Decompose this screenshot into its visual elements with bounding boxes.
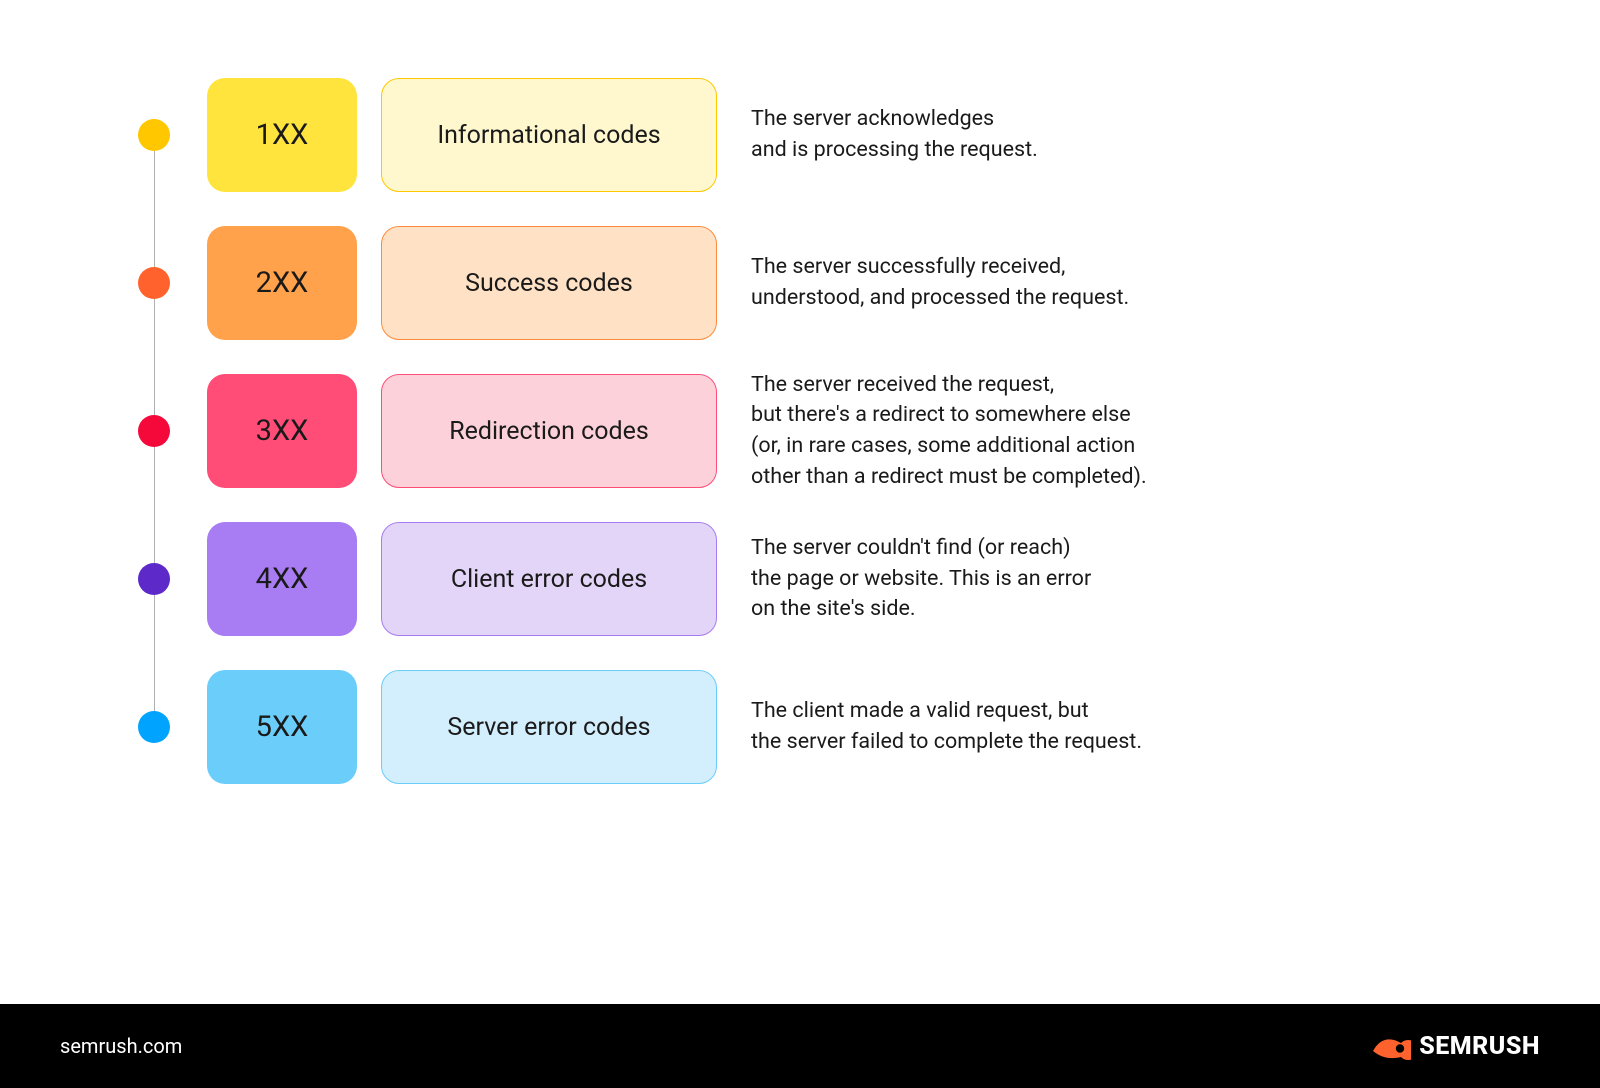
code-box: 1XX bbox=[207, 78, 357, 192]
title-box: Success codes bbox=[381, 226, 717, 340]
rows-container: 1XXInformational codes The server acknowl… bbox=[137, 78, 1463, 818]
title-box: Client error codes bbox=[381, 522, 717, 636]
code-box: 3XX bbox=[207, 374, 357, 488]
timeline-dot bbox=[138, 563, 170, 595]
description-text: The server received the request,but ther… bbox=[751, 370, 1147, 492]
status-row-4xx: 4XXClient error codes The server couldn't… bbox=[137, 522, 1463, 636]
footer-logo: SEMRUSH bbox=[1371, 1031, 1540, 1061]
description-text: The server couldn't find (or reach)the p… bbox=[751, 533, 1091, 625]
status-row-5xx: 5XXServer error codes The client made a v… bbox=[137, 670, 1463, 784]
code-box: 2XX bbox=[207, 226, 357, 340]
footer-bar: semrush.com SEMRUSH bbox=[0, 1004, 1600, 1088]
timeline-dot bbox=[138, 711, 170, 743]
timeline-dot bbox=[138, 267, 170, 299]
code-box: 4XX bbox=[207, 522, 357, 636]
status-row-2xx: 2XXSuccess codes The server successfully … bbox=[137, 226, 1463, 340]
description-text: The client made a valid request, butthe … bbox=[751, 696, 1142, 757]
status-row-3xx: 3XXRedirection codesThe server received … bbox=[137, 374, 1463, 488]
title-box: Informational codes bbox=[381, 78, 717, 192]
timeline-dot bbox=[138, 415, 170, 447]
semrush-flame-icon bbox=[1371, 1031, 1411, 1061]
description-text: The server successfully received,underst… bbox=[751, 252, 1129, 313]
status-row-1xx: 1XXInformational codes The server acknowl… bbox=[137, 78, 1463, 192]
timeline-dot bbox=[138, 119, 170, 151]
footer-url: semrush.com bbox=[60, 1034, 182, 1058]
footer-brand-text: SEMRUSH bbox=[1419, 1032, 1540, 1061]
code-box: 5XX bbox=[207, 670, 357, 784]
infographic-canvas: 1XXInformational codes The server acknowl… bbox=[137, 0, 1463, 908]
title-box: Server error codes bbox=[381, 670, 717, 784]
title-box: Redirection codes bbox=[381, 374, 717, 488]
description-text: The server acknowledgesand is processing… bbox=[751, 104, 1038, 165]
